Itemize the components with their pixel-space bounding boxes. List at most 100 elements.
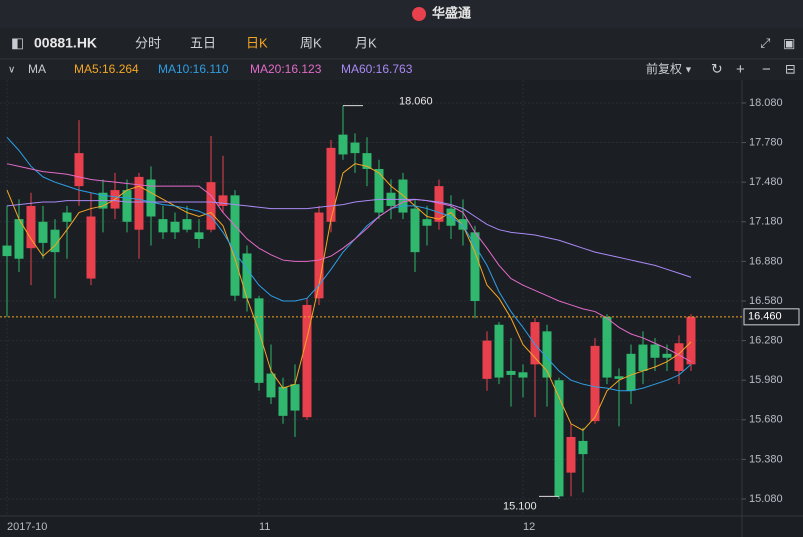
y-tick-label: 17.780: [749, 136, 783, 148]
tab[interactable]: 分时: [135, 35, 161, 50]
candle-body: [686, 316, 696, 365]
candle-body: [170, 221, 180, 233]
candle-body: [266, 373, 276, 398]
y-tick-label: 16.280: [749, 335, 783, 347]
candle-body: [26, 205, 36, 249]
title-bar: [0, 0, 803, 28]
tabs: 分时 五日 日K 周K 月K: [135, 35, 377, 50]
x-tick-label: 12: [523, 521, 535, 533]
y-tick-label: 15.680: [749, 414, 783, 426]
candle-body: [674, 343, 684, 371]
candle-body: [350, 142, 360, 154]
candle-body: [122, 190, 132, 222]
tab[interactable]: 周K: [300, 35, 322, 50]
symbol: 00881.HK: [34, 35, 97, 51]
candle-body: [458, 219, 468, 230]
adjust-select[interactable]: 前复权: [646, 61, 682, 76]
fullscreen-icon[interactable]: ⤢: [760, 35, 770, 50]
candle-body: [326, 147, 336, 222]
candle-body: [2, 245, 12, 257]
candle-body: [218, 195, 228, 206]
candle-body: [278, 386, 288, 416]
y-tick-label: 17.180: [749, 216, 783, 228]
expand-icon[interactable]: ◧: [11, 35, 24, 51]
candle-body: [74, 153, 84, 187]
candle-body: [194, 232, 204, 239]
candle-body: [446, 208, 456, 226]
candle-body: [614, 376, 624, 379]
tab[interactable]: 五日: [190, 35, 216, 50]
candle-body: [578, 440, 588, 455]
dropdown-icon[interactable]: ▼: [684, 64, 693, 74]
candle-body: [602, 316, 612, 378]
candle-body: [494, 324, 504, 378]
layout-icon[interactable]: ▣: [783, 35, 795, 50]
candle-body: [14, 219, 24, 259]
legend-entry: MA10:16.110: [158, 62, 229, 76]
tab[interactable]: 日K: [246, 35, 268, 50]
close-icon[interactable]: ⊟: [785, 61, 796, 76]
app-logo: [412, 7, 426, 21]
remove-icon[interactable]: −: [762, 61, 771, 78]
ma-line: [6, 136, 692, 392]
candle-body: [338, 134, 348, 155]
legend-entry: MA5:16.264: [74, 62, 139, 76]
candle-body: [638, 344, 648, 371]
candle-body: [290, 384, 300, 411]
y-tick-label: 17.480: [749, 176, 783, 188]
candle-body: [566, 436, 576, 473]
x-tick-label: 2017-10: [7, 521, 47, 533]
toolbar: [0, 28, 803, 59]
refresh-icon[interactable]: ↻: [711, 61, 723, 77]
candle-body: [530, 322, 540, 365]
x-tick-label: 11: [259, 521, 270, 533]
candle-body: [302, 304, 312, 418]
tab[interactable]: 月K: [355, 35, 377, 50]
candle-body: [86, 216, 96, 279]
max-label: 18.060: [399, 96, 433, 108]
candle-body: [374, 168, 384, 213]
candle-body: [650, 344, 660, 358]
collapse-icon[interactable]: ∨: [8, 65, 15, 76]
candle-body: [242, 253, 252, 299]
y-tick-label: 16.880: [749, 255, 783, 267]
candle-body: [542, 331, 552, 378]
candle-body: [362, 153, 372, 169]
candle-body: [314, 212, 324, 299]
y-tick-label: 15.980: [749, 374, 783, 386]
candle-body: [422, 219, 432, 226]
candle-body: [470, 232, 480, 301]
candle-body: [230, 195, 240, 296]
candle-body: [662, 353, 672, 358]
ma-line: [6, 198, 692, 278]
last-price-label: 16.460: [748, 311, 782, 323]
candle-body: [158, 219, 168, 233]
candle-body: [434, 186, 444, 222]
candle-body: [182, 219, 192, 230]
candle-body: [410, 208, 420, 253]
candle-body: [590, 345, 600, 422]
indicator-label[interactable]: MA: [28, 62, 46, 76]
y-tick-label: 15.080: [749, 493, 783, 505]
plot: 18.080 17.780 17.480 17.180 16.880 16.580 16.2…: [0, 80, 800, 533]
legend-entry: MA60:16.763: [341, 62, 413, 76]
candle-body: [62, 212, 72, 222]
candle-body: [254, 298, 264, 383]
legend-entry: MA20:16.123: [250, 62, 322, 76]
y-tick-label: 18.080: [749, 97, 783, 109]
candle-body: [50, 229, 60, 253]
min-label: 15.100: [503, 500, 537, 512]
ma-line: [6, 163, 692, 432]
candle-body: [626, 353, 636, 391]
candle-body: [506, 370, 516, 375]
candle-body: [134, 176, 144, 230]
y-tick-label: 16.580: [749, 295, 783, 307]
add-icon[interactable]: +: [736, 61, 745, 78]
last-price-box: [743, 308, 800, 326]
candle-body: [482, 340, 492, 379]
app-title: 华盛通: [432, 5, 471, 20]
candle-body: [38, 221, 48, 243]
ma-line: [6, 163, 692, 363]
